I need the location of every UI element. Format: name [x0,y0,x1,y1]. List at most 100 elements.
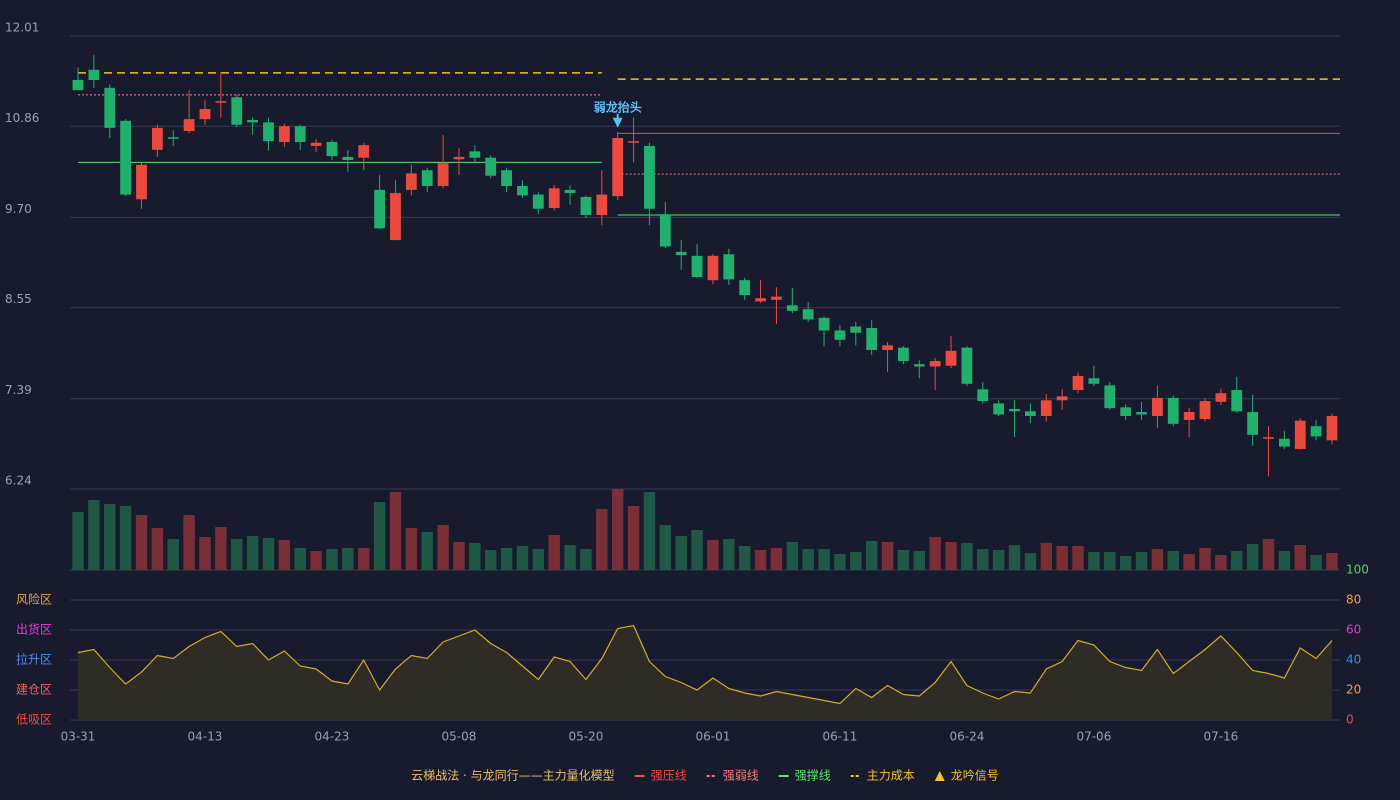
candle-body [1040,400,1052,416]
volume-bar [373,502,386,570]
x-tick-label: 05-08 [442,730,477,744]
volume-bar [611,489,624,570]
volume-bar [738,546,751,570]
legend-swatch [934,771,945,781]
candle-body [405,173,417,190]
candle-body [215,101,227,103]
candle-body [580,196,592,216]
volume-bar [1008,545,1021,570]
candle-body [1247,412,1259,435]
volume-bar [1151,549,1164,570]
candle-body [437,163,449,186]
candle-body [167,137,179,139]
volume-bar [1246,544,1259,570]
candle-body [786,305,798,311]
volume-bar [754,550,767,570]
x-tick-label: 03-31 [61,730,96,744]
volume-bar [548,535,560,570]
candle-body [310,142,322,146]
candle-body [882,345,893,351]
candle-body [263,122,274,142]
candle-body [1310,426,1322,437]
volume-bar [802,549,814,570]
volume-bar [945,542,957,570]
volume-bar [516,546,529,570]
candle-body [993,403,1005,415]
candle-body [802,309,814,320]
legend-label: 龙吟信号 [951,768,999,783]
volume-bar [1183,554,1195,570]
volume-bar [246,536,259,570]
volume-bar [1262,539,1275,570]
volume-bar [564,545,576,570]
candle-body [628,141,639,143]
volume-bar [119,506,132,570]
volume-bar [1310,555,1322,570]
candle-body [659,214,671,247]
candle-body [1136,412,1147,415]
candle-body [866,328,878,351]
zone-label: 拉升区 [16,652,52,667]
volume-bar [1104,552,1116,570]
y2-tick-label: 80 [1346,593,1361,607]
candle-body [501,170,512,186]
x-tick-label: 07-06 [1076,730,1111,744]
volume-bar [961,543,973,570]
candle-body [1263,437,1274,439]
y2-tick-label: 20 [1346,683,1361,697]
y2-tick-label: 40 [1346,653,1361,667]
candle-body [771,296,782,300]
candle-body [453,156,465,160]
candle-body [1278,438,1290,447]
volume-bar [818,549,830,570]
volume-bar [977,549,989,570]
volume-bar [596,509,608,570]
candle-body [358,145,370,158]
zone-label: 低吸区 [16,713,52,727]
x-tick-label: 06-24 [949,730,984,744]
y-tick-label: 12.01 [5,21,39,35]
candle-body [1072,375,1084,391]
candle-body [755,298,766,302]
volume-bar [1278,551,1291,570]
legend-label: 强压线 [651,769,687,783]
candle-body [247,120,259,123]
y2-tick-label: 0 [1346,713,1354,727]
volume-bar [437,525,449,570]
y-tick-label: 7.39 [5,383,32,397]
candle-body [1120,407,1132,416]
candle-body [1088,378,1100,384]
volume-bar [1040,543,1052,570]
volume-bar [786,542,799,570]
volume-bar [72,512,84,570]
candle-body [231,97,243,125]
candle-body [1025,411,1036,416]
candle-body [739,280,751,296]
volume-bar [532,549,545,570]
indicator-line [77,624,1333,705]
candle-body [1231,390,1243,412]
candle-body [1167,397,1179,424]
volume-bar [389,492,402,570]
volume-bar [183,515,195,570]
y2-tick-label: 100 [1346,563,1369,577]
candle-body [278,126,290,142]
candle-body [1009,408,1020,412]
volume-bar [135,515,148,570]
candle-body [644,145,655,209]
volume-bar [1135,552,1148,570]
candle-body [1183,412,1195,420]
zone-label: 建仓区 [16,683,52,697]
candle-body [485,157,497,176]
x-tick-label: 06-01 [695,730,730,744]
x-tick-label: 05-20 [569,730,604,744]
candle-body [120,120,132,195]
volume-bar [294,548,306,570]
volume-bar [421,532,433,570]
volume-bar [707,540,719,570]
volume-bar [1088,552,1100,570]
volume-bar [691,530,703,570]
volume-bar [580,549,592,570]
candle-body [199,109,211,120]
